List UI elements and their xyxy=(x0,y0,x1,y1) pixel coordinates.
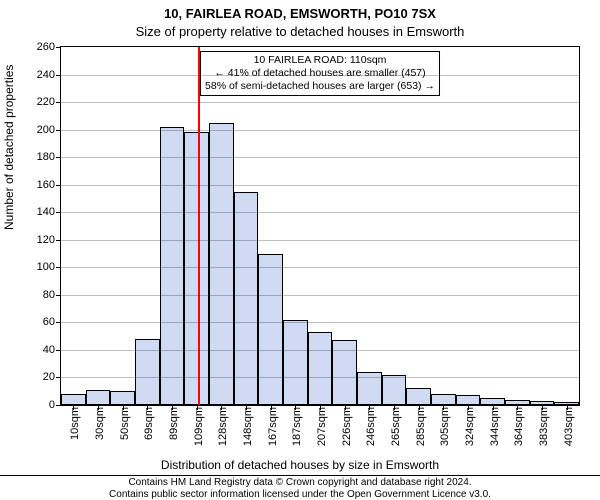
ytick-label: 220 xyxy=(37,96,55,108)
xtick-label: 364sqm xyxy=(513,405,525,446)
gridline xyxy=(61,240,579,241)
xtick-label: 89sqm xyxy=(168,405,180,440)
xtick-label: 226sqm xyxy=(341,405,353,446)
ytick-label: 140 xyxy=(37,206,55,218)
histogram-bar xyxy=(406,388,431,405)
xtick-label: 246sqm xyxy=(365,405,377,446)
gridline xyxy=(61,377,579,378)
ytick-label: 20 xyxy=(43,371,55,383)
footer-line: Contains HM Land Registry data © Crown c… xyxy=(0,477,600,489)
gridline xyxy=(61,130,579,131)
histogram-bar xyxy=(308,332,333,405)
histogram-bar xyxy=(382,375,407,405)
histogram-bar xyxy=(86,390,111,405)
histogram-bar xyxy=(61,394,86,405)
annotation-line: 10 FAIRLEA ROAD: 110sqm xyxy=(205,54,435,67)
reference-line xyxy=(198,47,200,405)
x-axis-label: Distribution of detached houses by size … xyxy=(0,458,600,472)
footer: Contains HM Land Registry data © Crown c… xyxy=(0,475,600,500)
ytick-mark xyxy=(56,212,61,213)
gridline xyxy=(61,267,579,268)
gridline xyxy=(61,157,579,158)
chart-title-subtitle: Size of property relative to detached ho… xyxy=(0,24,600,39)
ytick-mark xyxy=(56,75,61,76)
ytick-label: 60 xyxy=(43,316,55,328)
ytick-mark xyxy=(56,102,61,103)
histogram-bar xyxy=(209,123,234,405)
gridline xyxy=(61,295,579,296)
ytick-label: 260 xyxy=(37,41,55,53)
ytick-label: 80 xyxy=(43,289,55,301)
gridline xyxy=(61,322,579,323)
xtick-label: 167sqm xyxy=(267,405,279,446)
ytick-mark xyxy=(56,295,61,296)
xtick-label: 403sqm xyxy=(563,405,575,446)
ytick-label: 0 xyxy=(49,399,55,411)
ytick-mark xyxy=(56,185,61,186)
histogram-bar xyxy=(110,391,135,405)
histogram-bar xyxy=(160,127,185,405)
histogram-bar xyxy=(234,192,259,405)
ytick-label: 240 xyxy=(37,69,55,81)
ytick-mark xyxy=(56,322,61,323)
xtick-label: 324sqm xyxy=(464,405,476,446)
ytick-label: 200 xyxy=(37,124,55,136)
xtick-label: 383sqm xyxy=(538,405,550,446)
ytick-label: 40 xyxy=(43,344,55,356)
ytick-mark xyxy=(56,47,61,48)
xtick-label: 69sqm xyxy=(143,405,155,440)
ytick-mark xyxy=(56,350,61,351)
xtick-label: 50sqm xyxy=(119,405,131,440)
y-axis-label: Number of detached properties xyxy=(2,65,16,230)
xtick-label: 305sqm xyxy=(439,405,451,446)
ytick-label: 160 xyxy=(37,179,55,191)
gridline xyxy=(61,102,579,103)
histogram-bar xyxy=(258,254,283,405)
gridline xyxy=(61,212,579,213)
xtick-label: 207sqm xyxy=(316,405,328,446)
ytick-mark xyxy=(56,377,61,378)
histogram-bar xyxy=(431,394,456,405)
gridline xyxy=(61,75,579,76)
histogram-bar xyxy=(283,320,308,405)
chart-title-address: 10, FAIRLEA ROAD, EMSWORTH, PO10 7SX xyxy=(0,6,600,21)
xtick-label: 265sqm xyxy=(390,405,402,446)
xtick-label: 30sqm xyxy=(94,405,106,440)
ytick-mark xyxy=(56,130,61,131)
xtick-label: 148sqm xyxy=(242,405,254,446)
histogram-bar xyxy=(480,398,505,405)
bars-layer xyxy=(61,47,579,405)
histogram-bar xyxy=(184,132,209,405)
xtick-label: 285sqm xyxy=(415,405,427,446)
xtick-label: 10sqm xyxy=(69,405,81,440)
ytick-mark xyxy=(56,405,61,406)
ytick-mark xyxy=(56,240,61,241)
ytick-label: 180 xyxy=(37,151,55,163)
histogram-bar xyxy=(456,395,481,405)
xtick-label: 187sqm xyxy=(291,405,303,446)
ytick-mark xyxy=(56,157,61,158)
histogram-bar xyxy=(135,339,160,405)
footer-line: Contains public sector information licen… xyxy=(0,489,600,500)
xtick-label: 344sqm xyxy=(489,405,501,446)
ytick-label: 100 xyxy=(37,261,55,273)
annotation-line: 58% of semi-detached houses are larger (… xyxy=(205,80,435,93)
gridline xyxy=(61,185,579,186)
xtick-label: 109sqm xyxy=(193,405,205,446)
ytick-label: 120 xyxy=(37,234,55,246)
ytick-mark xyxy=(56,267,61,268)
xtick-label: 128sqm xyxy=(217,405,229,446)
plot-area: 10 FAIRLEA ROAD: 110sqm ← 41% of detache… xyxy=(60,46,580,406)
gridline xyxy=(61,350,579,351)
